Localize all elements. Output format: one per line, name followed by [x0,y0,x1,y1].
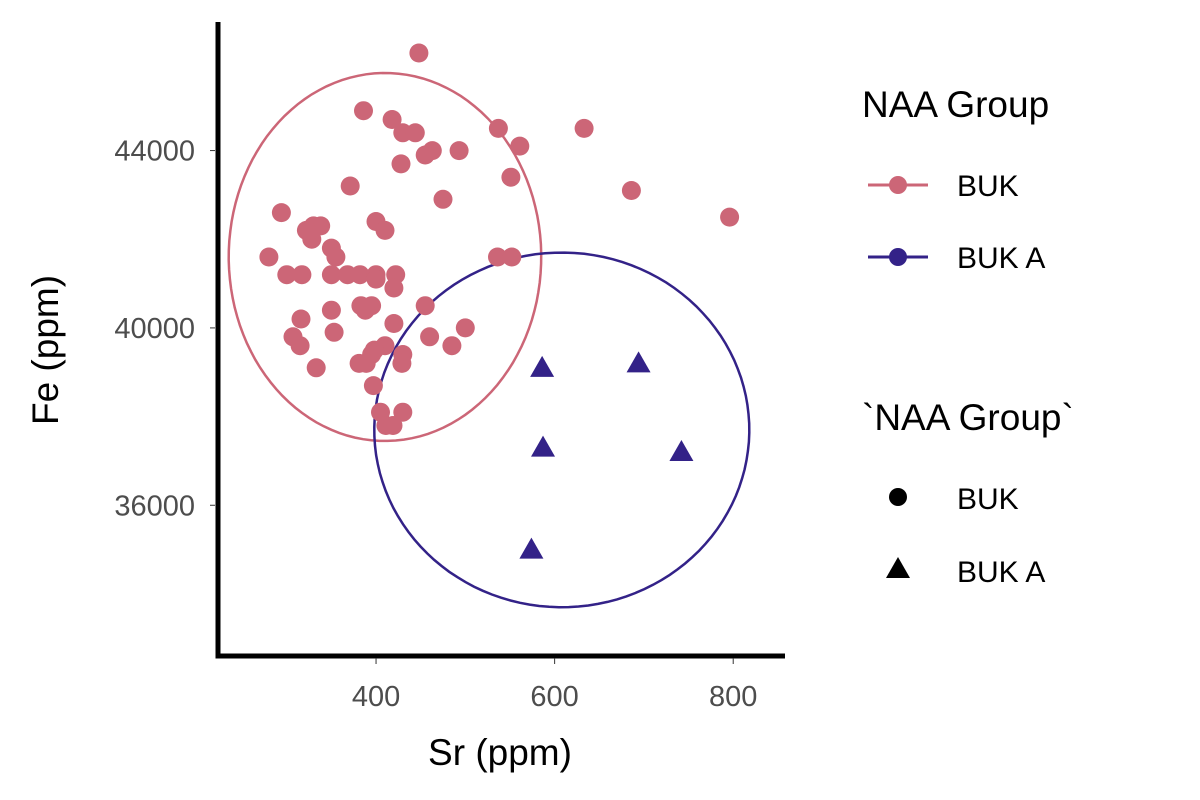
point-buk-17 [271,203,291,223]
point-buk-14 [621,181,641,200]
y-tick-label-36000: 36000 [114,490,195,522]
point-buk-31 [321,265,341,285]
point-buk-1 [354,101,373,121]
x-tick-label-600: 600 [530,681,578,713]
y-tick-label-40000: 40000 [114,313,195,345]
point-buk-4 [574,118,594,138]
point-buk-13 [340,176,360,196]
y-axis-title: Fe (ppm) [25,275,66,425]
point-buk-47 [324,322,344,342]
point-buk-9 [510,136,530,156]
legend-color-title: NAA Group [862,84,1049,125]
point-buk-48 [420,327,440,347]
point-buk-61 [393,402,413,422]
point-buk-41 [321,300,341,320]
point-buk-27 [488,247,507,267]
point-buk-a-2 [531,435,556,457]
data-points [259,43,740,559]
point-buk-6 [405,123,425,143]
legend-color-label-buk: BUK [957,170,1019,203]
point-buk-30 [292,265,312,285]
point-buk-a-4 [519,537,544,559]
legend-color-label-buk-a: BUK A [957,242,1045,275]
point-buk-12 [501,167,521,187]
point-buk-23 [302,229,322,249]
y-tick-label-44000: 44000 [114,136,195,168]
legend-key-triangle [886,557,910,578]
point-buk-45 [455,318,475,338]
point-buk-a-0 [530,355,555,377]
x-axis-ticks: 400 600 800 [352,658,757,713]
point-buk-2 [382,110,402,129]
legend-key-circle [889,488,907,506]
point-buk-25 [326,247,346,267]
point-buk-53 [442,336,462,356]
point-buk-a-1 [626,351,651,373]
point-buk-0 [409,43,429,63]
point-buk-59 [363,376,383,396]
point-buk-16 [720,207,740,227]
x-axis-title: Sr (ppm) [428,732,572,773]
point-buk-44 [384,314,404,333]
legend-shape-label-buk: BUK [957,483,1019,516]
point-buk-33 [350,265,370,285]
x-tick-label-400: 400 [352,681,400,713]
legend-key-buk-point [889,176,907,194]
point-buk-10 [415,145,435,165]
point-buk-43 [291,309,311,329]
point-buk-57 [392,353,412,373]
legend-shape-label-buk-a: BUK A [957,556,1045,589]
point-buk-8 [449,141,469,161]
legend-shape: `NAA Group` BUK BUK A [862,397,1074,589]
point-buk-42 [355,300,375,320]
ellipse-buk [227,71,543,443]
legend-color: NAA Group BUK BUK A [862,84,1049,275]
point-buk-40 [415,296,435,316]
point-buk-29 [277,265,297,285]
point-buk-37 [384,278,404,298]
point-buk-26 [259,247,279,267]
point-buk-63 [383,416,403,435]
point-buk-28 [502,247,522,267]
point-buk-22 [375,220,395,240]
point-buk-a-3 [669,440,694,462]
point-buk-11 [391,154,411,174]
point-buk-58 [306,358,326,378]
x-tick-label-800: 800 [709,681,757,713]
legend-key-buk-a-point [889,248,907,266]
point-buk-56 [356,353,376,373]
y-axis-ticks: 36000 40000 44000 [114,136,215,522]
point-buk-50 [290,336,310,356]
point-buk-36 [366,269,386,289]
point-buk-15 [433,189,453,209]
legend-shape-title: `NAA Group` [862,397,1074,438]
point-buk-3 [488,118,508,138]
point-buk-20 [311,216,331,236]
